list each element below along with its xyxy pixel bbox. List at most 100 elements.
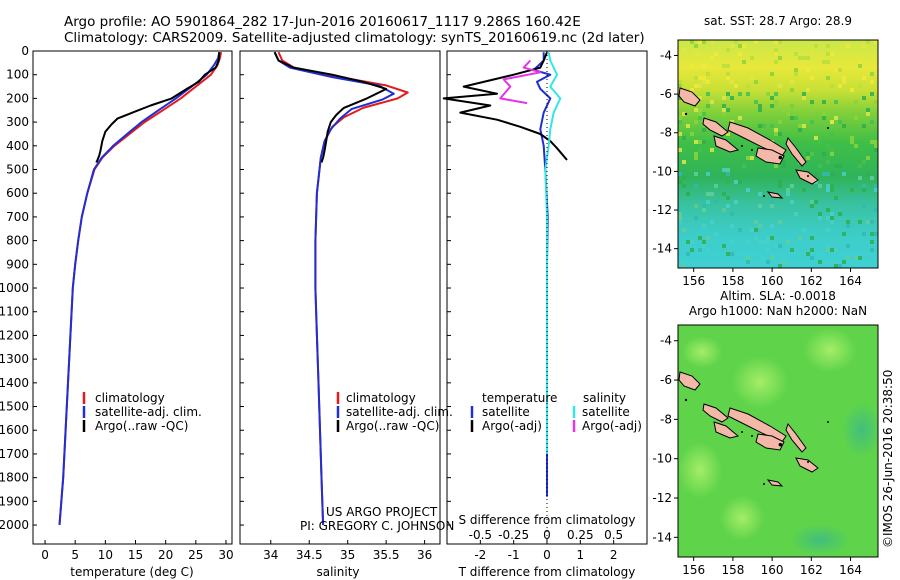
sst-pixel (678, 220, 682, 224)
sst-pixel (754, 236, 758, 240)
x-tick-label: 5 (71, 548, 79, 562)
sst-pixel (754, 100, 758, 104)
land-bougainville (678, 371, 701, 391)
sst-pixel (706, 172, 710, 176)
sst-pixel (826, 248, 830, 252)
sst-pixel (710, 220, 714, 224)
x-tick-label: 35.5 (373, 548, 400, 562)
sst-pixel (834, 248, 838, 252)
sst-pixel (698, 40, 702, 44)
sst-pixel (698, 76, 702, 80)
sst-pixel (814, 68, 818, 72)
sst-pixel (830, 148, 834, 152)
sst-map-title: sat. SST: 28.7 Argo: 28.9 (704, 14, 852, 28)
sst-pixel (690, 40, 694, 44)
sst-pixel (726, 252, 730, 256)
legend-label-argo: Argo(..raw -QC) (95, 419, 188, 433)
sst-pixel (798, 124, 802, 128)
sst-pixel (690, 64, 694, 68)
sst-pixel (850, 188, 854, 192)
sst-pixel (754, 80, 758, 84)
sst-pixel (770, 104, 774, 108)
sst-pixel (762, 240, 766, 244)
sst-pixel (678, 148, 682, 152)
depth-tick-label: 1800 (0, 471, 29, 485)
sst-pixel (834, 200, 838, 204)
sst-pixel (698, 116, 702, 120)
sst-pixel (770, 252, 774, 256)
sst-pixel (722, 168, 726, 172)
sst-pixel (794, 68, 798, 72)
sst-pixel (778, 244, 782, 248)
difference-x-label: T difference from climatology (458, 565, 636, 579)
sst-pixel (734, 180, 738, 184)
map-y-tick-label: -12 (652, 491, 672, 505)
legend-label-sal-argo: Argo(-adj) (582, 419, 642, 433)
legend-label-argo: Argo(..raw -QC) (346, 419, 439, 433)
x-tick-label: 35 (340, 548, 355, 562)
sst-pixel (702, 76, 706, 80)
salinity-diff-tick-label: 0 (543, 528, 551, 542)
salinity-plot: 34 34.5 35 35.5 36 (263, 51, 432, 562)
x-tick-label: -1 (508, 548, 520, 562)
credit-project: US ARGO PROJECT (326, 505, 438, 519)
sst-pixel (826, 172, 830, 176)
sst-pixel (730, 224, 734, 228)
sst-pixel (746, 256, 750, 260)
sla-land (678, 371, 819, 487)
x-tick-label: 25 (188, 548, 203, 562)
sst-pixel (706, 92, 710, 96)
sst-pixel (774, 104, 778, 108)
sst-pixel (698, 96, 702, 100)
sst-pixel (870, 92, 874, 96)
sst-pixel (822, 60, 826, 64)
sst-pixel (846, 244, 850, 248)
sst-pixel (698, 108, 702, 112)
sst-pixel (726, 72, 730, 76)
sst-pixel (686, 240, 690, 244)
sst-pixel (782, 108, 786, 112)
sst-pixel (822, 152, 826, 156)
sla-blob (790, 524, 850, 556)
sst-pixel (730, 44, 734, 48)
sla-reef-dots (684, 398, 829, 485)
sst-pixel (722, 96, 726, 100)
sst-reef-dots (684, 112, 829, 197)
figure-title-line1: Argo profile: AO 5901864_282 17-Jun-2016… (64, 14, 581, 30)
x-tick-label: 34.5 (296, 548, 323, 562)
map-x-tick-label: 158 (721, 563, 744, 577)
sst-pixel (714, 232, 718, 236)
sst-pixel (750, 56, 754, 60)
sst-pixel (678, 132, 682, 136)
series-line-satellite-adj-clim- (58, 52, 221, 526)
sst-pixel (694, 184, 698, 188)
depth-tick-label: 2000 (0, 518, 29, 532)
sst-pixel (698, 236, 702, 240)
land-makira (795, 169, 819, 185)
legend-label-temp-argo: Argo(-adj) (482, 419, 542, 433)
sst-pixel (826, 188, 830, 192)
sst-pixel (778, 56, 782, 60)
sst-pixel (714, 184, 718, 188)
sst-pixel (874, 144, 878, 148)
sst-pixel (790, 184, 794, 188)
sst-pixel (698, 112, 702, 116)
depth-tick-label: 800 (6, 234, 29, 248)
sla-map-title-line2: Argo h1000: NaN h2000: NaN (689, 304, 867, 318)
sst-pixel (846, 256, 850, 260)
sst-pixel (862, 96, 866, 100)
sst-pixel (834, 196, 838, 200)
land-malaita (785, 422, 807, 453)
sst-pixel (710, 56, 714, 60)
land-new-georgia (713, 421, 740, 439)
sst-pixel (758, 104, 762, 108)
sst-pixel (862, 184, 866, 188)
sla-map-frame (677, 324, 879, 558)
sst-pixel (726, 172, 730, 176)
depth-tick-label: 1400 (0, 376, 29, 390)
sst-pixel (826, 184, 830, 188)
sst-pixel (694, 84, 698, 88)
sst-pixel (774, 48, 778, 52)
sst-pixel (774, 92, 778, 96)
x-tick-label: -2 (474, 548, 486, 562)
